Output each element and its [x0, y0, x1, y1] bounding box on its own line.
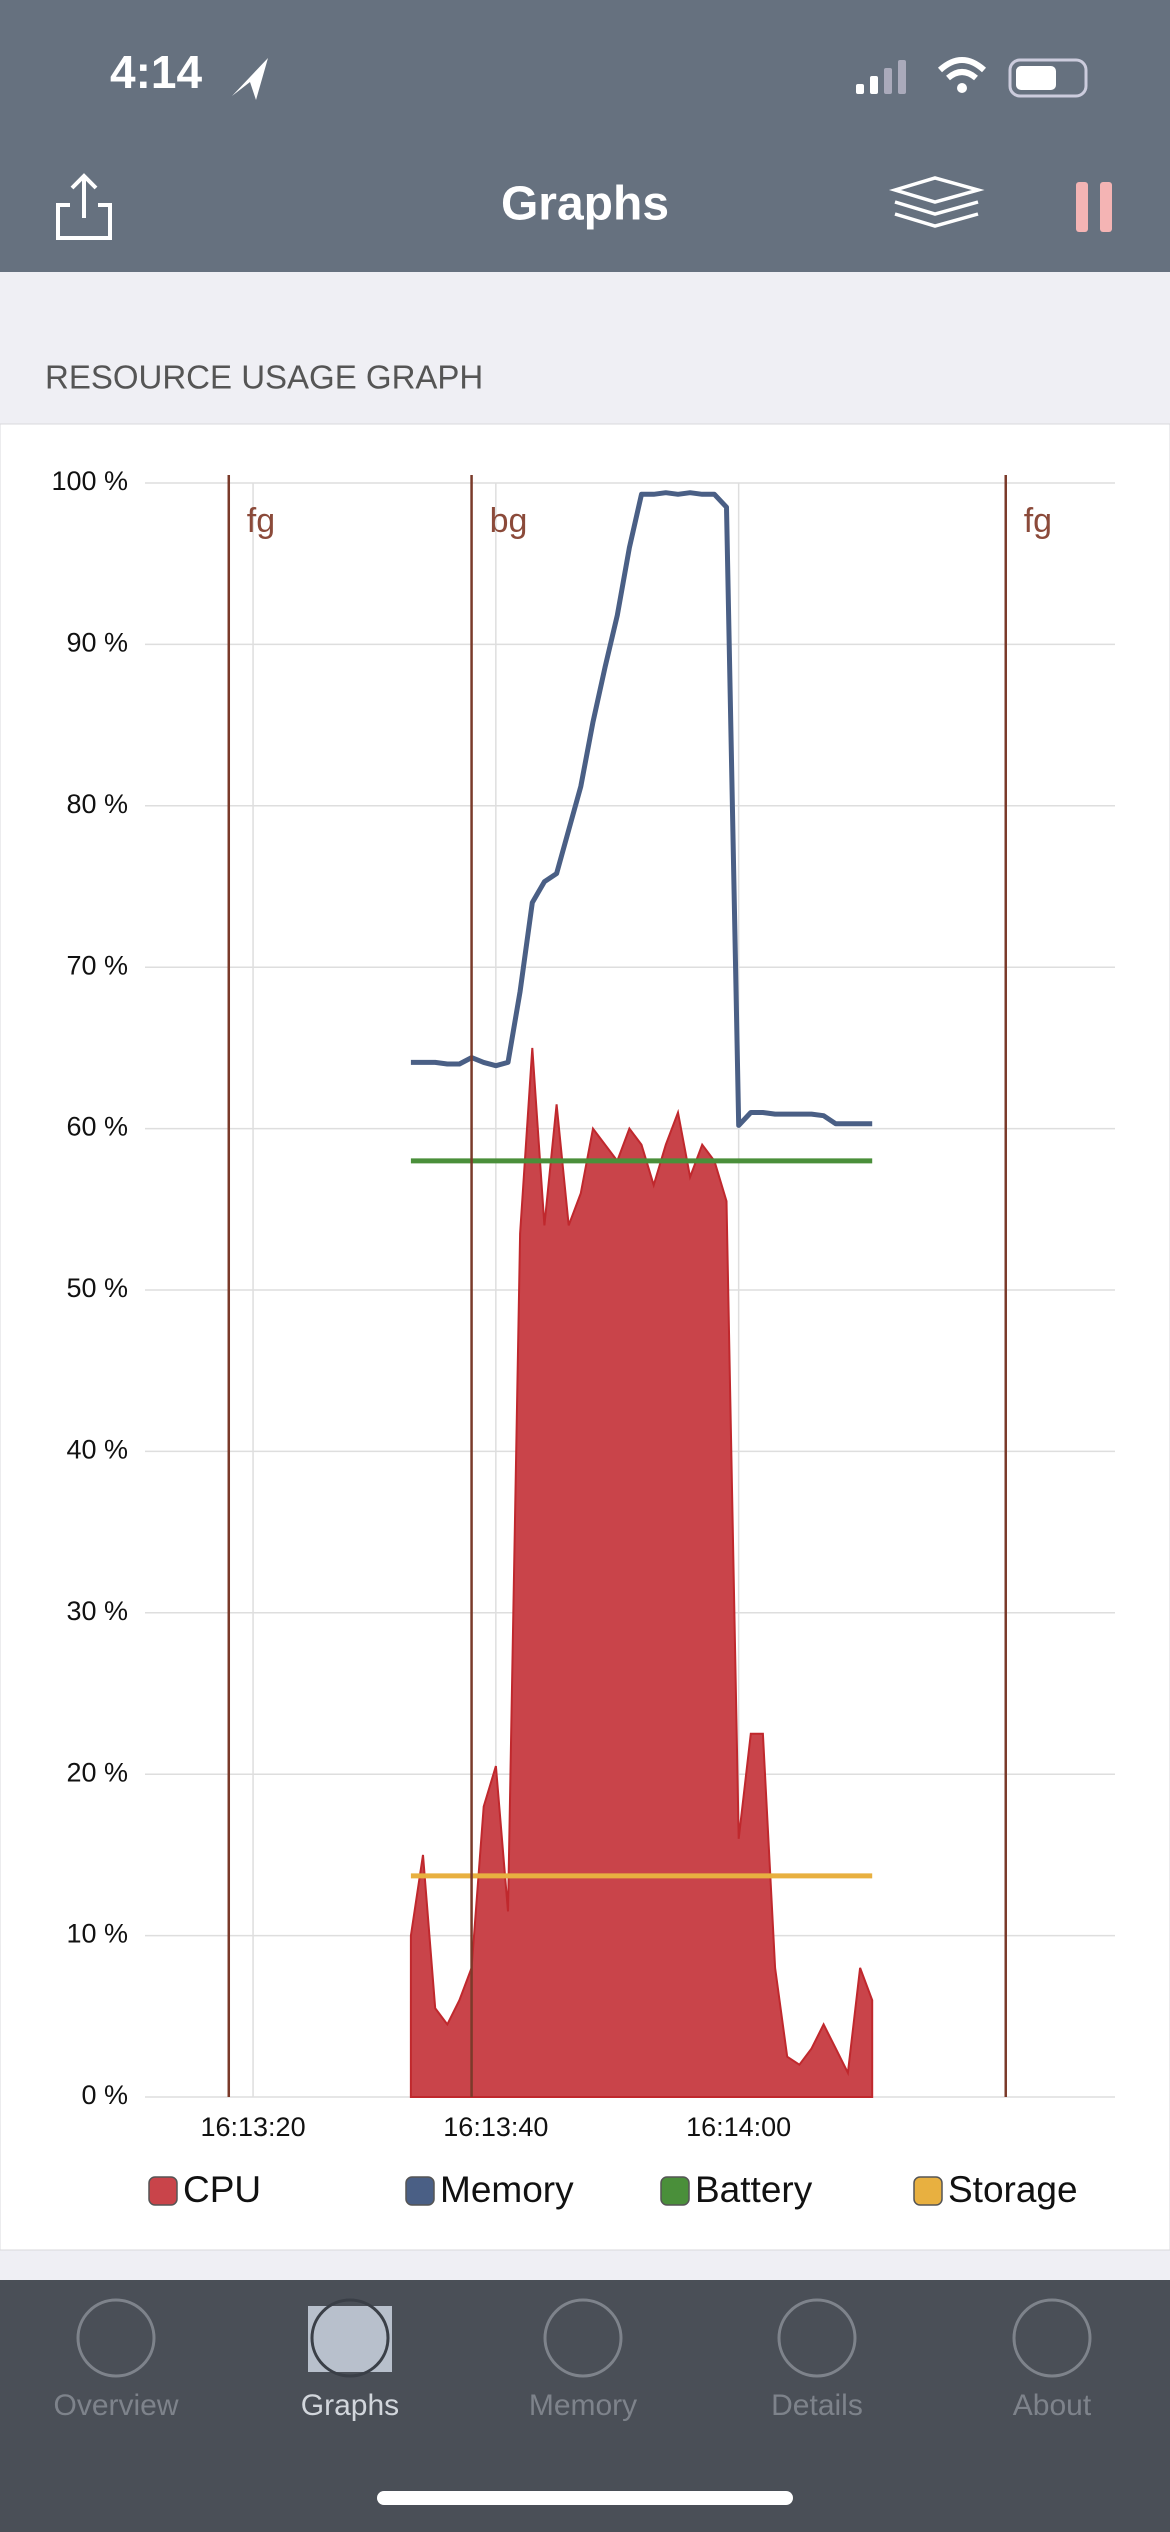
wifi-icon — [937, 57, 987, 81]
header-bar — [0, 0, 1170, 272]
tab-bar — [0, 2280, 1170, 2532]
location-icon — [232, 58, 268, 100]
battery-level — [1016, 66, 1056, 90]
pause-button[interactable] — [1076, 182, 1112, 232]
tab-icon — [777, 2298, 857, 2378]
event-label: fg — [247, 502, 275, 540]
tab-label[interactable]: Details — [771, 2389, 863, 2422]
event-label: bg — [490, 502, 528, 540]
chart: 0 % 10 % 20 % 30 % 40 % 50 % 60 % 70 % 80 % 90 % 1… — [51, 466, 1115, 2210]
legend-label: Battery — [695, 2169, 813, 2210]
legend-label: CPU — [183, 2169, 261, 2210]
legend-label: Memory — [440, 2169, 574, 2210]
y-tick-label: 100 % — [51, 466, 128, 496]
wifi-dot — [957, 83, 967, 93]
tab-label[interactable]: Memory — [529, 2389, 637, 2422]
x-tick-label: 16:14:00 — [686, 2112, 791, 2142]
home-indicator — [377, 2491, 793, 2505]
legend-swatch — [913, 2176, 943, 2206]
signal-icon — [856, 60, 906, 94]
y-tick-label: 20 % — [66, 1757, 128, 1787]
y-tick-label: 90 % — [66, 628, 128, 658]
legend-label: Storage — [948, 2169, 1078, 2210]
y-tick-label: 70 % — [66, 950, 128, 980]
y-tick-label: 40 % — [66, 1435, 128, 1465]
legend-swatch — [405, 2176, 435, 2206]
tab-label[interactable]: About — [1013, 2389, 1092, 2422]
y-tick-label: 30 % — [66, 1596, 128, 1626]
x-tick-label: 16:13:40 — [443, 2112, 548, 2142]
layers-button[interactable] — [888, 176, 985, 228]
tab-icon — [543, 2298, 623, 2378]
event-label: fg — [1024, 502, 1052, 540]
series-line — [410, 490, 873, 1128]
y-tick-label: 50 % — [66, 1273, 128, 1303]
tab-label[interactable]: Graphs — [301, 2389, 399, 2422]
legend-swatch — [148, 2176, 178, 2206]
y-tick-label: 0 % — [81, 2080, 128, 2110]
header-title: Graphs — [501, 178, 669, 231]
section-title: RESOURCE USAGE GRAPH — [45, 359, 483, 396]
status-time: 4:14 — [110, 46, 202, 98]
y-tick-label: 60 % — [66, 1112, 128, 1142]
share-button[interactable] — [56, 173, 112, 240]
legend-swatch — [660, 2176, 690, 2206]
tab-icon — [76, 2298, 156, 2378]
y-tick-label: 10 % — [66, 1919, 128, 1949]
tab-icon — [1012, 2298, 1092, 2378]
y-tick-label: 80 % — [66, 789, 128, 819]
battery-icon — [1008, 58, 1088, 98]
tab-icon-bg — [308, 2306, 392, 2372]
tab-label[interactable]: Overview — [53, 2389, 178, 2422]
tab-icon — [310, 2298, 390, 2378]
x-tick-label: 16:13:20 — [200, 2112, 305, 2142]
tab-items: Overview Graphs Memory Details About — [53, 2298, 1092, 2422]
cpu-area — [409, 1047, 874, 2098]
